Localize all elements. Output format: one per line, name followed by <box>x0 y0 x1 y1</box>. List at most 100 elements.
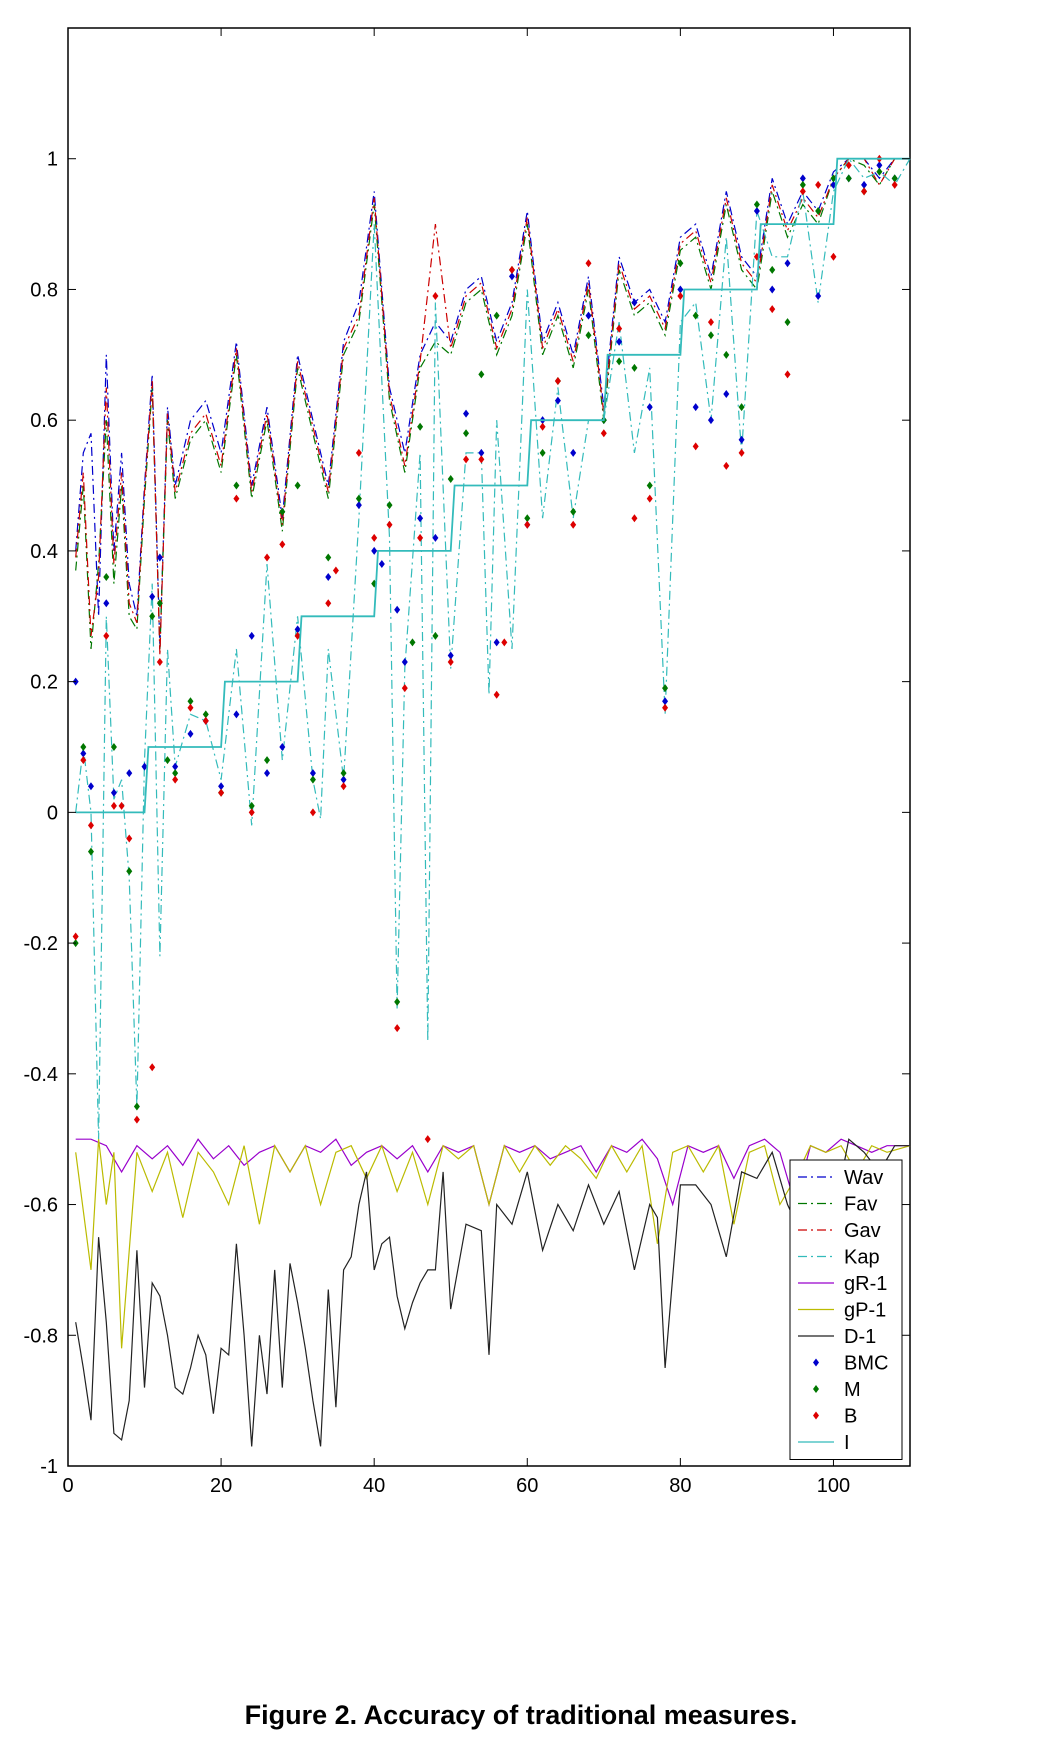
data-point-m <box>110 743 117 751</box>
data-point-bmc <box>87 782 94 791</box>
data-point-bmc <box>723 390 730 399</box>
data-point-b <box>103 631 110 640</box>
series-line-i <box>75 157 910 814</box>
data-point-b <box>539 422 546 431</box>
data-point-b <box>815 180 822 189</box>
data-point-m <box>707 331 714 340</box>
series-layer <box>72 154 911 1447</box>
data-point-b <box>830 252 837 261</box>
legend-label-bmc: BMC <box>844 1353 888 1375</box>
data-point-m <box>325 553 332 562</box>
data-point-bmc <box>463 409 470 418</box>
data-point-bmc <box>554 396 561 405</box>
data-point-b <box>87 821 94 830</box>
x-tick-label: 40 <box>363 1475 385 1497</box>
data-point-b <box>233 494 240 503</box>
data-point-b <box>501 638 508 647</box>
legend-label-kap: Kap <box>844 1247 880 1269</box>
data-point-b <box>394 1024 401 1033</box>
data-point-m <box>616 357 623 366</box>
data-point-bmc <box>876 161 883 170</box>
data-point-m <box>646 481 653 490</box>
data-point-bmc <box>753 207 760 216</box>
data-point-b <box>202 716 209 725</box>
data-point-m <box>394 997 401 1006</box>
y-tick-label: -0.4 <box>24 1064 58 1086</box>
data-point-b <box>149 1063 156 1072</box>
y-tick-label: 0.2 <box>30 672 58 694</box>
data-point-bmc <box>172 762 179 771</box>
data-point-m <box>149 612 156 621</box>
data-point-bmc <box>294 625 301 634</box>
data-point-m <box>432 631 439 640</box>
data-point-m <box>355 494 362 503</box>
data-point-b <box>723 461 730 470</box>
y-tick-label: -0.6 <box>24 1195 58 1217</box>
data-point-b <box>554 376 561 385</box>
data-point-bmc <box>248 631 255 640</box>
data-point-b <box>707 318 714 327</box>
axes-layer: 0 20 40 60 80 100 -1 -0.8 -0.6 -0.4 -0.2 0 0.2 0.4 0.6… <box>24 28 910 1497</box>
figure-caption: Figure 2. Accuracy of traditional measur… <box>244 1700 798 1730</box>
data-point-b <box>616 324 623 333</box>
data-point-m <box>133 1102 140 1111</box>
y-tick-label: 0.4 <box>30 541 58 563</box>
data-point-bmc <box>738 435 745 444</box>
legend-swatch-m <box>813 1385 819 1393</box>
legend-label-b: B <box>844 1406 857 1428</box>
data-point-m <box>524 514 531 523</box>
data-point-b <box>570 520 577 529</box>
data-point-m <box>187 697 194 706</box>
data-point-bmc <box>371 546 378 555</box>
data-point-b <box>447 658 454 667</box>
data-point-bmc <box>325 573 332 582</box>
data-point-m <box>172 769 179 778</box>
data-point-m <box>799 180 806 189</box>
data-point-m <box>340 769 347 778</box>
data-point-m <box>80 743 87 751</box>
legend-swatch-bmc <box>813 1358 819 1367</box>
data-point-b <box>631 514 638 523</box>
data-point-bmc <box>646 403 653 412</box>
data-point-m <box>585 331 592 340</box>
data-point-bmc <box>493 638 500 647</box>
series-line-kap <box>75 157 911 1140</box>
legend-label-gr-1: gR-1 <box>844 1273 887 1295</box>
data-point-b <box>248 808 255 817</box>
data-point-bmc <box>309 769 316 778</box>
data-point-m <box>631 363 638 372</box>
data-point-m <box>279 507 286 516</box>
data-point-bmc <box>585 311 592 320</box>
data-point-b <box>126 834 133 843</box>
data-point-m <box>463 429 470 438</box>
data-point-bmc <box>103 599 110 608</box>
data-point-bmc <box>799 174 806 183</box>
y-tick-label: -0.8 <box>24 1325 58 1347</box>
data-point-bmc <box>662 697 669 706</box>
data-point-b <box>432 291 439 300</box>
data-point-b <box>738 448 745 457</box>
data-point-bmc <box>432 533 439 542</box>
data-point-bmc <box>508 272 515 281</box>
data-point-m <box>202 710 209 719</box>
data-point-b <box>692 442 699 451</box>
data-point-m <box>87 847 94 856</box>
data-point-m <box>692 311 699 320</box>
data-point-bmc <box>141 762 148 771</box>
data-point-m <box>294 481 301 490</box>
data-point-b <box>424 1135 431 1144</box>
x-tick-label: 80 <box>669 1475 691 1497</box>
data-point-b <box>355 448 362 457</box>
data-point-bmc <box>707 416 714 425</box>
data-point-m <box>723 350 730 359</box>
data-point-b <box>401 684 408 693</box>
data-point-bmc <box>110 788 117 797</box>
data-point-bmc <box>478 448 485 457</box>
data-point-b <box>332 566 339 575</box>
data-point-b <box>585 259 592 268</box>
data-point-bmc <box>187 729 194 738</box>
data-point-b <box>371 533 378 542</box>
data-point-bmc <box>769 285 776 294</box>
data-point-m <box>233 481 240 490</box>
data-point-m <box>264 756 271 765</box>
